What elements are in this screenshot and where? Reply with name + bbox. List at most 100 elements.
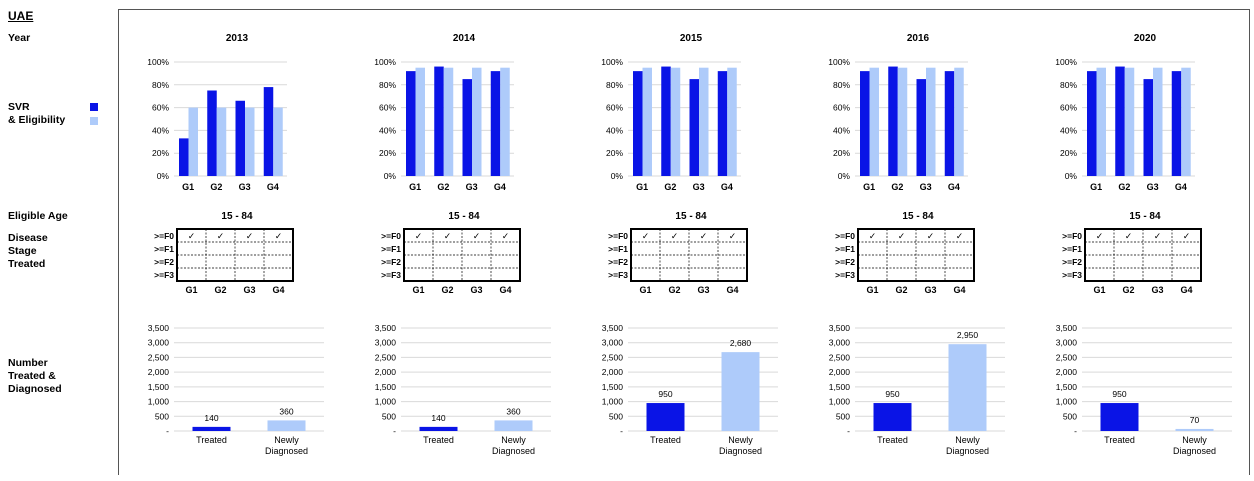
country-label: UAE bbox=[8, 9, 34, 23]
count-ytick-label: 500 bbox=[1063, 411, 1077, 421]
svr-bar-svr-g2 bbox=[207, 90, 217, 176]
svr-ytick-label: 100% bbox=[147, 57, 169, 67]
svr-ytick-label: 20% bbox=[152, 148, 169, 158]
eligibility-legend-swatch bbox=[90, 117, 98, 125]
stage-row-label: >=F1 bbox=[835, 244, 855, 254]
svr-ytick-label: 60% bbox=[1060, 103, 1077, 113]
count-data-label: 950 bbox=[1112, 389, 1126, 399]
stage-col-label: G1 bbox=[185, 285, 197, 295]
disease-stage-label-1: Disease bbox=[8, 232, 48, 244]
count-data-label: 950 bbox=[658, 389, 672, 399]
count-data-label: 70 bbox=[1190, 415, 1200, 425]
count-ytick-label: 3,000 bbox=[375, 338, 397, 348]
svr-bar-eligibility-g2 bbox=[1124, 67, 1135, 176]
stage-col-label: G1 bbox=[1093, 285, 1105, 295]
svr-bar-eligibility-g3 bbox=[699, 67, 709, 176]
check-icon: ✓ bbox=[642, 231, 650, 241]
svr-bar-eligibility-g3 bbox=[926, 67, 936, 176]
count-ytick-label: 1,000 bbox=[148, 397, 170, 407]
count-bar-treated bbox=[192, 426, 231, 431]
count-ytick-label: 500 bbox=[836, 411, 850, 421]
disease-stage-label-2: Stage bbox=[8, 245, 37, 257]
count-ytick-label: 1,000 bbox=[375, 397, 397, 407]
count-bar-newly bbox=[267, 420, 306, 431]
check-icon: ✓ bbox=[898, 231, 906, 241]
svr-bar-svr-g2 bbox=[434, 66, 444, 176]
svr-bar-svr-g3 bbox=[1143, 79, 1153, 176]
check-icon: ✓ bbox=[502, 231, 510, 241]
svr-xtick-label: G1 bbox=[1090, 182, 1102, 192]
count-data-label: 140 bbox=[431, 413, 445, 423]
stage-col-label: G1 bbox=[639, 285, 651, 295]
count-xtick-label-newly: Newly Diagnosed bbox=[1173, 435, 1216, 456]
count-bar-treated bbox=[1100, 403, 1139, 431]
count-xtick-label-newly: Newly Diagnosed bbox=[265, 435, 308, 456]
stage-col-label: G4 bbox=[953, 285, 965, 295]
count-ytick-label: 3,000 bbox=[829, 338, 851, 348]
disease-stage-label-3: Treated bbox=[8, 258, 46, 270]
svr-xtick-label: G1 bbox=[636, 182, 648, 192]
svr-bar-eligibility-g2 bbox=[897, 67, 908, 176]
check-icon: ✓ bbox=[927, 231, 935, 241]
svr-ytick-label: 100% bbox=[828, 57, 850, 67]
count-ytick-label: 2,500 bbox=[148, 352, 170, 362]
svr-bar-svr-g2 bbox=[661, 66, 671, 176]
stage-col-label: G4 bbox=[499, 285, 511, 295]
stage-grid-border-2020 bbox=[1084, 228, 1202, 282]
svr-bar-svr-g4 bbox=[263, 87, 274, 176]
stage-col-label: G3 bbox=[470, 285, 482, 295]
svr-xtick-label: G3 bbox=[239, 182, 251, 192]
check-icon: ✓ bbox=[1183, 231, 1191, 241]
count-ytick-label: 1,500 bbox=[602, 382, 624, 392]
svr-bar-svr-g1 bbox=[860, 71, 870, 176]
stage-row-label: >=F0 bbox=[835, 231, 855, 241]
stage-row-label: >=F2 bbox=[154, 257, 174, 267]
eligible-age-value-2014: 15 - 84 bbox=[448, 211, 480, 222]
stage-row-label: >=F1 bbox=[381, 244, 401, 254]
stage-col-label: G3 bbox=[1151, 285, 1163, 295]
count-ytick-label: 3,500 bbox=[375, 323, 397, 333]
chart-title-2014: 2014 bbox=[453, 33, 476, 44]
count-bar-newly bbox=[1175, 428, 1214, 431]
count-xtick-label-treated: Treated bbox=[423, 435, 454, 445]
stage-row-label: >=F2 bbox=[835, 257, 855, 267]
count-ytick-label: 3,500 bbox=[829, 323, 851, 333]
svr-ytick-label: 0% bbox=[1065, 171, 1078, 181]
svr-bar-eligibility-g4 bbox=[1181, 67, 1191, 176]
stage-grid-border-2016 bbox=[857, 228, 975, 282]
check-icon: ✓ bbox=[444, 231, 452, 241]
number-treated-label-1: Number bbox=[8, 357, 48, 369]
check-icon: ✓ bbox=[275, 231, 283, 241]
svr-xtick-label: G1 bbox=[409, 182, 421, 192]
stage-col-label: G4 bbox=[726, 285, 738, 295]
count-ytick-label: 3,500 bbox=[1056, 323, 1078, 333]
svr-bar-svr-g4 bbox=[944, 71, 955, 176]
svr-ytick-label: 60% bbox=[606, 103, 623, 113]
svr-bar-eligibility-g3 bbox=[1153, 67, 1163, 176]
svr-bar-eligibility-g4 bbox=[954, 67, 964, 176]
stage-col-label: G2 bbox=[441, 285, 453, 295]
check-icon: ✓ bbox=[1096, 231, 1104, 241]
svr-bar-svr-g3 bbox=[916, 79, 926, 176]
svr-ytick-label: 80% bbox=[1060, 80, 1077, 90]
svr-ytick-label: 0% bbox=[611, 171, 624, 181]
count-ytick-label: 2,000 bbox=[829, 367, 851, 377]
svr-xtick-label: G4 bbox=[1175, 182, 1187, 192]
svr-bar-svr-g3 bbox=[235, 100, 245, 176]
count-ytick-label: 2,500 bbox=[602, 352, 624, 362]
check-icon: ✓ bbox=[1125, 231, 1133, 241]
count-data-label: 140 bbox=[204, 413, 218, 423]
count-ytick-label: 1,500 bbox=[829, 382, 851, 392]
number-treated-label-3: Diagnosed bbox=[8, 383, 62, 395]
count-data-label: 360 bbox=[279, 406, 293, 416]
count-xtick-label-treated: Treated bbox=[1104, 435, 1135, 445]
svr-xtick-label: G3 bbox=[920, 182, 932, 192]
svr-xtick-label: G4 bbox=[267, 182, 279, 192]
svr-bar-eligibility-g1 bbox=[415, 67, 425, 176]
svr-label: SVR bbox=[8, 101, 30, 113]
svr-bar-eligibility-g3 bbox=[245, 107, 255, 176]
count-ytick-label: 500 bbox=[609, 411, 623, 421]
stage-grid-border-2013 bbox=[176, 228, 294, 282]
count-bar-newly bbox=[494, 420, 533, 431]
stage-row-label: >=F1 bbox=[1062, 244, 1082, 254]
